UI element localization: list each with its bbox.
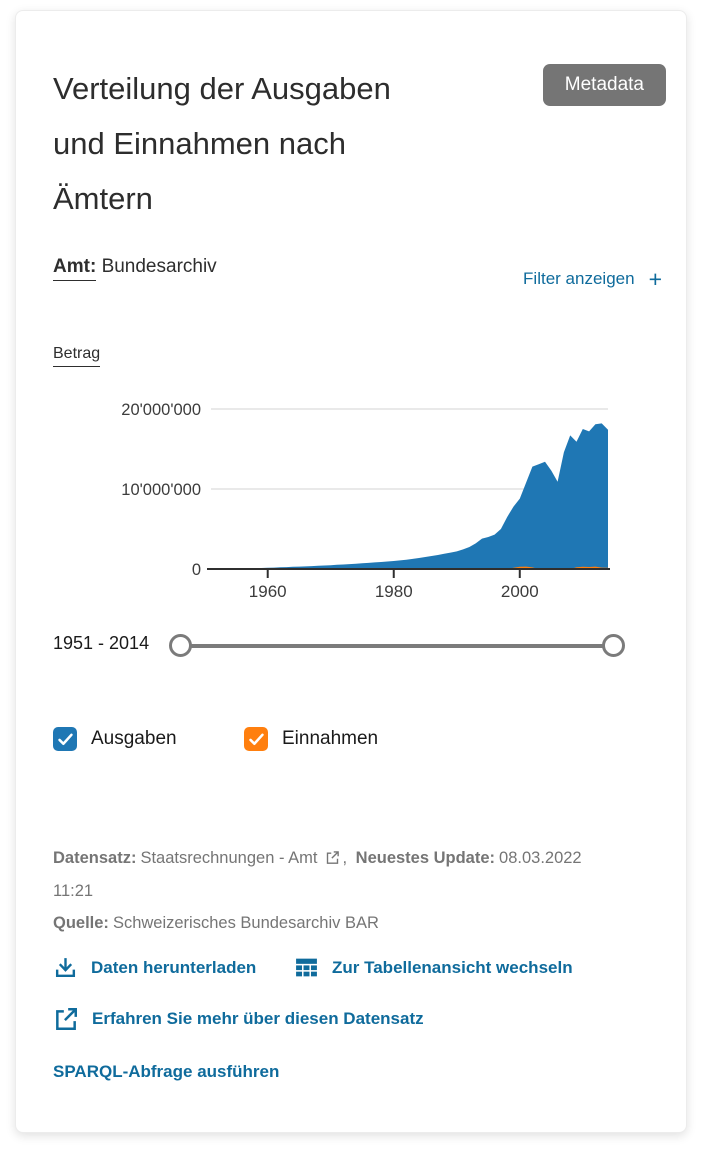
area-series-einnahmen <box>211 566 608 569</box>
metadata-button[interactable]: Metadata <box>542 64 666 106</box>
checkmark-icon <box>57 733 73 745</box>
page-title-line: Ämtern <box>53 181 153 216</box>
download-icon <box>53 955 78 980</box>
show-filters-label: Filter anzeigen <box>523 269 635 288</box>
slider-handle-right[interactable] <box>602 634 625 657</box>
update-time: 11:21 <box>53 882 94 900</box>
plus-icon: + <box>648 265 662 292</box>
time-range-slider-track[interactable] <box>181 644 614 648</box>
y-axis-dimension-label[interactable]: Betrag <box>53 345 101 367</box>
source-line: Quelle: Schweizerisches Bundesarchiv BAR <box>53 914 663 933</box>
table-view-link[interactable]: Zur Tabellenansicht wechseln <box>294 955 573 980</box>
dataset-link[interactable]: Staatsrechnungen - Amt <box>140 849 318 867</box>
time-range-label: 1951 - 2014 <box>53 633 150 653</box>
update-time-line: 11:21 <box>53 882 663 901</box>
download-data-label: Daten herunterladen <box>91 957 257 977</box>
download-data-link[interactable]: Daten herunterladen <box>53 955 256 980</box>
source-label: Quelle: <box>53 914 109 932</box>
x-tick-label: 2000 <box>501 582 539 601</box>
x-tick-label: 1960 <box>249 582 287 601</box>
learn-more-link[interactable]: Erfahren Sie mehr über diesen Datensatz <box>53 1006 424 1032</box>
table-view-label: Zur Tabellenansicht wechseln <box>332 957 573 977</box>
dataset-label: Datensatz: <box>53 849 137 867</box>
legend-label: Ausgaben <box>91 728 177 749</box>
checkmark-icon <box>248 733 264 745</box>
slider-handle-left[interactable] <box>169 634 192 657</box>
sparql-link[interactable]: SPARQL-Abfrage ausführen <box>53 1062 279 1082</box>
page-title-line: und Einnahmen nach <box>53 126 347 161</box>
y-tick-label: 0 <box>192 561 201 579</box>
legend-label: Einnahmen <box>282 728 379 749</box>
source-value: Schweizerisches Bundesarchiv BAR <box>112 914 379 932</box>
sparql-label: SPARQL-Abfrage ausführen <box>53 1062 280 1081</box>
filter-dimension-label[interactable]: Amt: <box>53 256 97 281</box>
update-date: 08.03.2022 <box>499 849 582 867</box>
y-tick-label: 20'000'000 <box>121 401 201 419</box>
filter-dimension-value: Bundesarchiv <box>101 256 217 277</box>
ausgaben-checkbox[interactable] <box>53 727 77 751</box>
einnahmen-checkbox[interactable] <box>244 727 268 751</box>
table-icon <box>294 955 319 980</box>
show-filters-toggle[interactable]: Filter anzeigen + <box>523 265 662 292</box>
area-series-ausgaben <box>211 423 608 569</box>
area-chart[interactable]: 0 10'000'000 20'000'000 1960 1980 2000 <box>41 396 691 608</box>
legend-item-einnahmen[interactable]: Einnahmen <box>244 727 378 751</box>
learn-more-label: Erfahren Sie mehr über diesen Datensatz <box>92 1009 424 1028</box>
external-link-icon <box>53 1006 79 1032</box>
update-label: Neuestes Update: <box>355 849 496 867</box>
separator: , <box>342 849 348 867</box>
chart-card: Verteilung der Ausgaben und Einnahmen na… <box>15 10 687 1133</box>
page-title: Verteilung der Ausgaben und Einnahmen na… <box>53 61 553 226</box>
active-filter-row: Amt: Bundesarchiv <box>53 256 217 281</box>
page-title-line: Verteilung der Ausgaben <box>53 71 391 106</box>
legend-item-ausgaben[interactable]: Ausgaben <box>53 727 177 751</box>
external-link-icon <box>327 851 340 864</box>
dataset-info-line: Datensatz: Staatsrechnungen - Amt , Neues… <box>53 849 663 868</box>
y-tick-label: 10'000'000 <box>121 481 201 499</box>
x-tick-label: 1980 <box>375 582 413 601</box>
